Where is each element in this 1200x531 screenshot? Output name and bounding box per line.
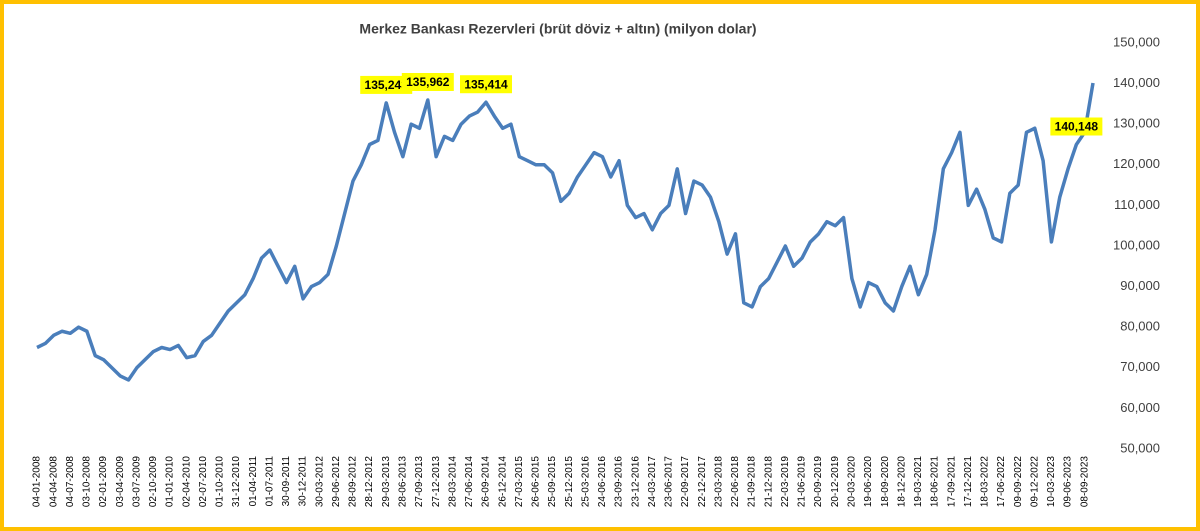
data-label: 135,962: [406, 75, 450, 89]
x-tick-label: 25-09-2015: [547, 456, 558, 508]
x-tick-label: 20-03-2020: [847, 456, 858, 508]
x-tick-label: 17-12-2021: [963, 456, 974, 508]
annotation-box: [360, 75, 413, 94]
x-tick-label: 29-06-2012: [331, 456, 342, 508]
x-tick-label: 01-07-2011: [264, 456, 275, 507]
x-tick-label: 28-03-2014: [447, 456, 458, 508]
x-tick-label: 25-12-2015: [564, 456, 575, 508]
x-tick-label: 20-12-2019: [830, 456, 841, 508]
x-tick-label: 04-01-2008: [32, 456, 43, 508]
x-tick-label: 29-03-2013: [381, 456, 392, 508]
annotation-box: [1050, 117, 1103, 136]
x-tick-label: 01-01-2010: [165, 456, 176, 508]
x-tick-label: 30-03-2012: [314, 456, 325, 508]
x-tick-label: 08-09-2023: [1079, 456, 1090, 508]
data-label: 140,148: [1055, 120, 1099, 134]
x-tick-label: 23-06-2017: [664, 456, 675, 508]
x-tick-label: 18-06-2021: [930, 456, 941, 508]
x-tick-label: 01-10-2010: [215, 456, 226, 508]
x-tick-label: 18-12-2020: [896, 456, 907, 508]
x-tick-label: 19-03-2021: [913, 456, 924, 508]
x-tick-label: 26-12-2014: [497, 456, 508, 508]
x-tick-label: 01-04-2011: [248, 456, 259, 507]
x-tick-label: 21-09-2018: [747, 456, 758, 508]
x-tick-label: 27-06-2014: [464, 456, 475, 508]
x-tick-label: 23-09-2016: [614, 456, 625, 508]
x-tick-label: 24-06-2016: [597, 456, 608, 508]
x-tick-label: 18-03-2022: [980, 456, 991, 508]
x-tick-label: 21-12-2018: [763, 456, 774, 508]
x-tick-label: 27-12-2013: [431, 456, 442, 508]
x-tick-label: 17-09-2021: [946, 456, 957, 508]
data-label: 135,414: [464, 77, 508, 91]
data-label: 135,243: [365, 78, 409, 92]
x-tick-label: 09-09-2022: [1013, 456, 1024, 508]
x-tick-label: 22-12-2017: [697, 456, 708, 508]
y-tick-label: 90,000: [1120, 278, 1160, 293]
series-line: [36, 82, 1095, 382]
y-tick-label: 70,000: [1120, 359, 1160, 374]
annotation-box: [401, 72, 454, 91]
x-tick-label: 20-09-2019: [813, 456, 824, 508]
x-tick-label: 09-06-2023: [1063, 456, 1074, 508]
y-tick-label: 150,000: [1113, 34, 1160, 49]
y-tick-label: 110,000: [1114, 197, 1160, 212]
x-tick-label: 02-07-2010: [198, 456, 209, 508]
y-tick-label: 140,000: [1113, 75, 1160, 90]
x-tick-label: 22-09-2017: [680, 456, 691, 508]
x-tick-label: 30-12-2011: [298, 456, 309, 507]
y-tick-label: 80,000: [1120, 319, 1160, 334]
x-tick-label: 22-03-2019: [780, 456, 791, 508]
y-tick-label: 120,000: [1113, 156, 1160, 171]
x-tick-label: 18-09-2020: [880, 456, 891, 508]
y-tick-label: 100,000: [1113, 237, 1160, 252]
y-tick-label: 130,000: [1113, 116, 1160, 131]
x-tick-label: 02-10-2009: [148, 456, 159, 508]
x-tick-label: 19-06-2020: [863, 456, 874, 508]
x-tick-label: 21-06-2019: [797, 456, 808, 508]
x-tick-label: 26-06-2015: [531, 456, 542, 508]
x-tick-label: 02-04-2010: [181, 456, 192, 508]
x-tick-label: 26-09-2014: [481, 456, 492, 508]
x-tick-label: 23-03-2018: [713, 456, 724, 508]
x-tick-label: 28-12-2012: [364, 456, 375, 508]
annotation-box: [460, 75, 513, 94]
x-tick-label: 17-06-2022: [996, 456, 1007, 508]
chart-title: Merkez Bankası Rezervleri (brüt döviz + …: [359, 21, 756, 37]
x-tick-label: 10-03-2023: [1046, 456, 1057, 508]
x-tick-label: 22-06-2018: [730, 456, 741, 508]
x-tick-label: 02-01-2009: [98, 456, 109, 508]
x-tick-label: 23-12-2016: [630, 456, 641, 508]
x-tick-label: 31-12-2010: [231, 456, 242, 508]
x-tick-label: 04-07-2008: [65, 456, 76, 508]
x-tick-label: 03-10-2008: [82, 456, 93, 508]
x-tick-label: 24-03-2017: [647, 456, 658, 508]
y-tick-label: 60,000: [1120, 400, 1160, 415]
x-tick-label: 28-09-2012: [348, 456, 359, 508]
x-tick-label: 25-03-2016: [580, 456, 591, 508]
y-tick-label: 50,000: [1120, 440, 1160, 455]
x-tick-label: 28-06-2013: [397, 456, 408, 508]
x-tick-label: 03-04-2009: [115, 456, 126, 508]
x-tick-label: 27-09-2013: [414, 456, 425, 508]
x-tick-label: 03-07-2009: [131, 456, 142, 508]
x-tick-label: 27-03-2015: [514, 456, 525, 508]
x-tick-label: 30-09-2011: [281, 456, 292, 507]
x-tick-label: 09-12-2022: [1029, 456, 1040, 508]
x-tick-label: 04-04-2008: [48, 456, 59, 508]
